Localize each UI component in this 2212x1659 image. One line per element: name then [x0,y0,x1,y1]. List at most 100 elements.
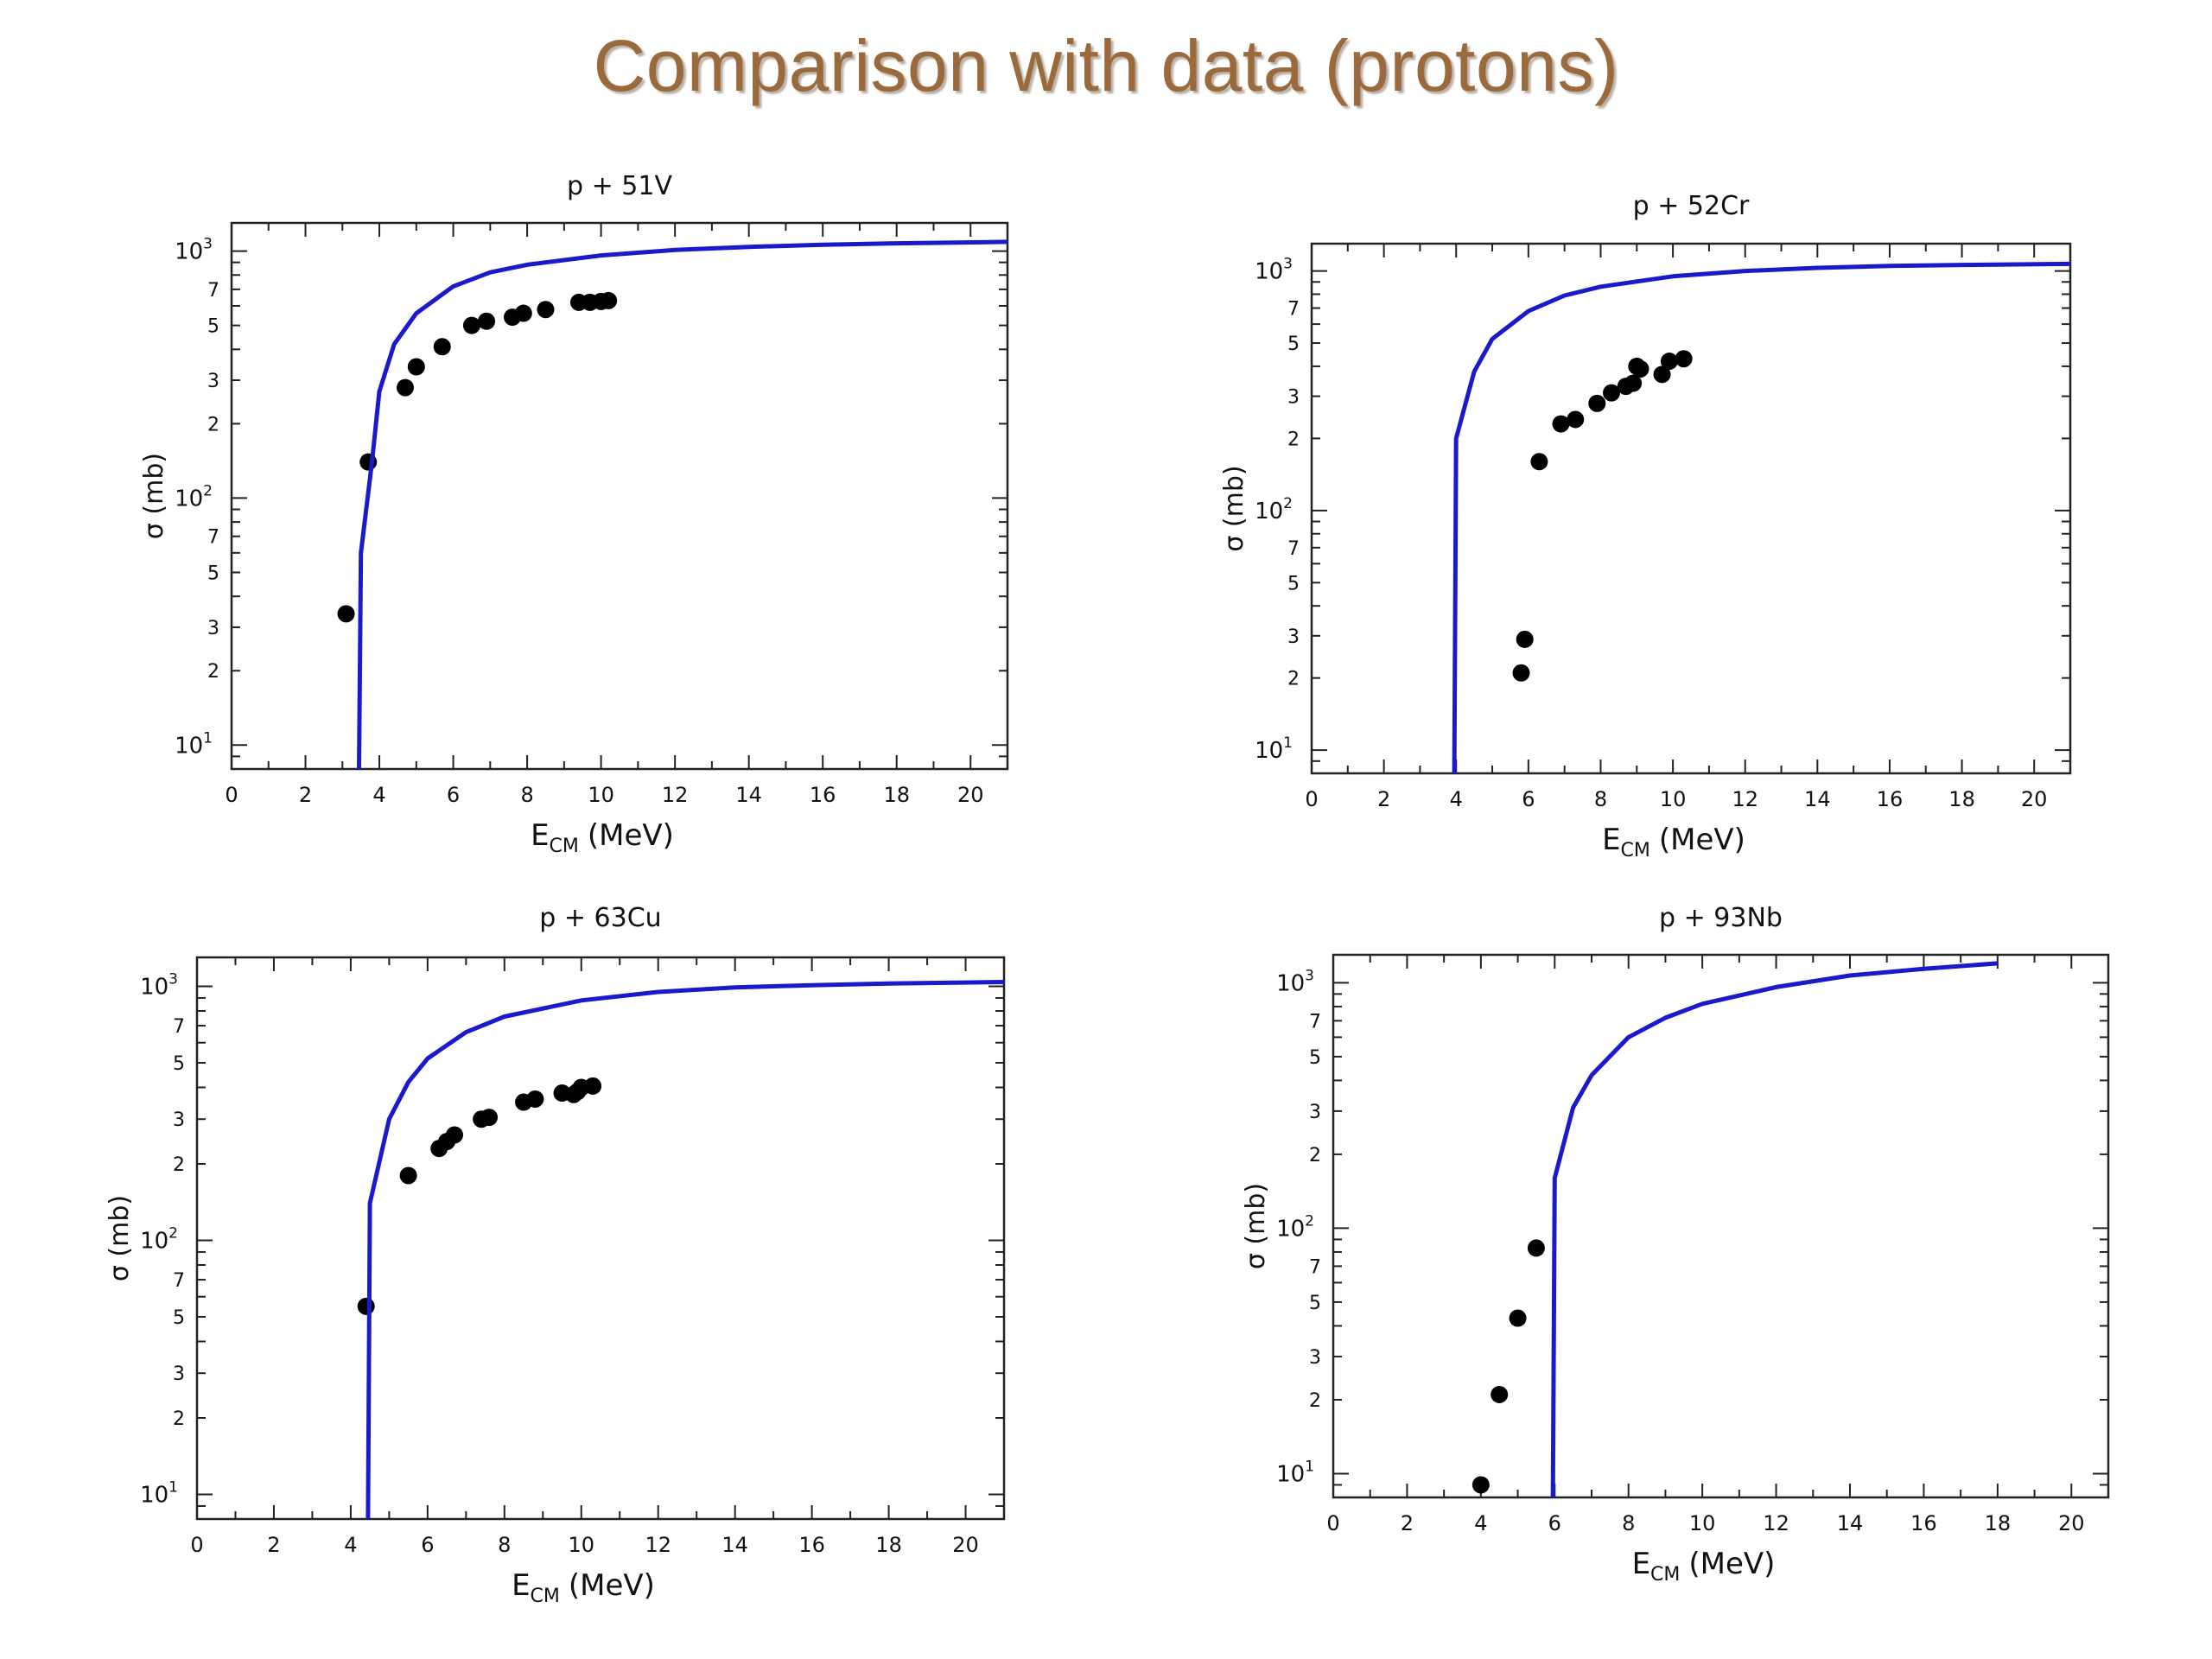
data-point [584,1077,602,1095]
plot-frame [230,221,1009,771]
x-tick-label: 20 [952,1533,979,1557]
y-tick-label: 5 [1287,334,1300,355]
x-axis-label: ECM (MeV) [1602,823,1745,861]
x-tick-label: 4 [344,1533,357,1557]
y-tick-exponent: 1 [1305,1458,1314,1475]
y-tick-label: 2 [173,1154,185,1176]
model-curve [1452,261,2071,774]
x-tick-label: 2 [1401,1511,1414,1535]
data-point [1675,350,1693,368]
x-tick-label: 6 [1522,787,1535,811]
data-point [1527,1239,1545,1257]
y-tick-label: 5 [1309,1047,1321,1069]
y-tick-label: 3 [173,1363,185,1385]
data-point [1660,353,1678,371]
data-point [1653,365,1671,384]
x-axis-label-subscript: CM [531,1586,560,1607]
data-point [1471,1476,1490,1494]
model-curve [1550,961,1999,1498]
y-tick-label: 101 [175,729,213,759]
y-tick-label: 7 [1309,1256,1321,1278]
y-tick-label: 102 [175,482,213,512]
x-axis-label: ECM (MeV) [1632,1547,1776,1586]
x-tick-label: 16 [1910,1511,1937,1535]
x-tick-label: 14 [735,783,762,807]
y-tick-label: 103 [140,970,178,1000]
model-curve [357,239,1008,770]
plot-frame [195,956,1006,1521]
y-tick-label: 3 [207,371,219,392]
y-tick-label: 101 [140,1479,178,1509]
y-tick-label: 2 [207,414,219,435]
chart-title: p + 93Nb [1659,903,1783,933]
y-tick-label: 7 [1287,538,1300,560]
y-tick-label: 101 [1255,734,1293,764]
x-tick-label: 16 [1877,787,1904,811]
y-tick-exponent: 3 [203,236,213,253]
y-tick-exponent: 2 [203,482,213,499]
data-point [1516,630,1534,648]
x-axis-label-unit: (MeV) [1659,823,1745,857]
y-tick-label: 5 [1309,1293,1321,1314]
x-axis-label-subscript: CM [1650,1564,1680,1586]
x-tick-label: 12 [662,783,689,807]
y-tick-label: 3 [1287,626,1300,648]
x-tick-label: 10 [568,1533,594,1557]
x-axis-label-subscript: CM [550,836,579,857]
chart-title: p + 51V [567,171,672,201]
y-tick-label: 103 [1255,256,1293,285]
x-tick-label: 20 [2021,787,2048,811]
y-tick-exponent: 2 [1305,1212,1314,1230]
slide-title: Comparison with data (protons) [593,25,1619,106]
x-tick-label: 18 [1985,1511,2012,1535]
y-axis-label: σ (mb) [1219,465,1249,551]
y-tick-label: 3 [207,618,219,639]
data-point [433,338,451,356]
x-axis-label-subscript: CM [1621,840,1650,861]
data-point [407,358,425,376]
x-tick-label: 0 [1305,787,1318,811]
x-tick-label: 2 [267,1533,280,1557]
y-tick-label: 102 [1276,1212,1314,1242]
x-tick-label: 14 [1837,1511,1864,1535]
x-tick-label: 6 [421,1533,434,1557]
x-tick-label: 10 [1689,1511,1716,1535]
data-point [462,316,480,334]
data-point [537,301,555,319]
x-tick-label: 10 [588,783,614,807]
data-point [1567,410,1585,429]
data-point [396,378,414,397]
y-tick-exponent: 3 [1305,967,1314,984]
data-point [445,1126,463,1144]
data-point [1491,1385,1509,1403]
x-tick-label: 2 [299,783,312,807]
x-tick-label: 20 [2058,1511,2085,1535]
y-tick-label: 7 [207,527,219,549]
data-point [514,304,532,322]
y-tick-label: 5 [207,563,219,584]
data-point [337,605,355,623]
x-tick-label: 8 [498,1533,511,1557]
data-point [1530,453,1548,471]
x-tick-label: 18 [1948,787,1975,811]
x-tick-label: 12 [1732,787,1758,811]
data-point [1588,394,1606,412]
x-tick-label: 10 [1660,787,1687,811]
y-tick-label: 7 [207,280,219,302]
x-tick-label: 0 [190,1533,203,1557]
y-tick-label: 102 [1255,495,1293,524]
y-tick-label: 2 [1309,1145,1321,1166]
y-tick-label: 7 [173,1270,185,1292]
x-tick-label: 14 [721,1533,748,1557]
y-axis-label: σ (mb) [1241,1183,1271,1269]
x-tick-label: 8 [1594,787,1607,811]
x-axis-label-unit: (MeV) [1688,1547,1775,1581]
data-point [1631,359,1649,378]
y-tick-label: 7 [1287,299,1300,321]
x-tick-label: 12 [645,1533,671,1557]
x-tick-label: 8 [1622,1511,1635,1535]
x-axis-label-unit: (MeV) [588,818,674,853]
y-tick-exponent: 1 [168,1479,178,1497]
y-tick-label: 3 [1287,387,1300,409]
